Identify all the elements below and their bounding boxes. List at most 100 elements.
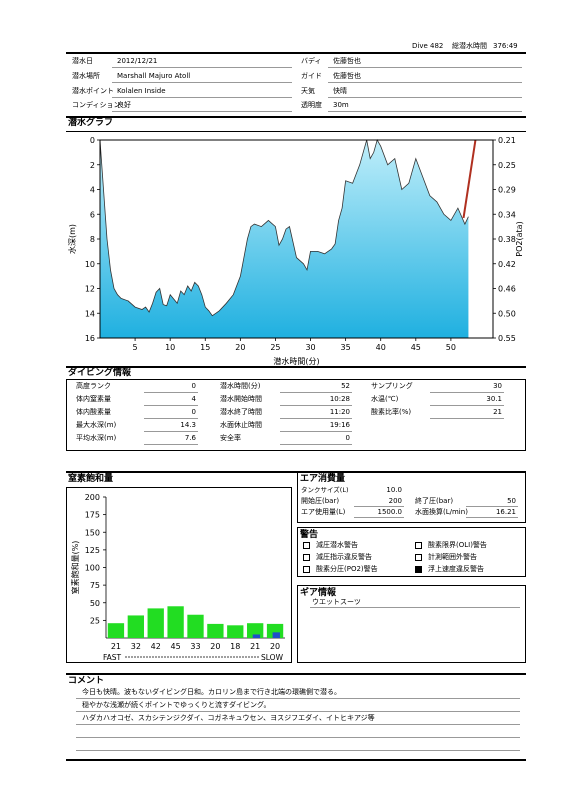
dive-info-label: 潜水開始時間 <box>220 395 262 403</box>
x-tick-label: 15 <box>200 343 210 352</box>
dive-info-value: 11:20 <box>329 408 350 416</box>
weather-value: 快晴 <box>333 87 347 95</box>
diving-info-title: ダイビング情報 <box>68 368 132 378</box>
dive-place-label: 潜水場所 <box>72 72 100 80</box>
bar-category-label: 20 <box>270 642 280 651</box>
x-tick-label: 20 <box>235 343 245 352</box>
po2-line <box>462 139 477 219</box>
guide-label: ガイド <box>301 72 322 80</box>
surface-conversion-label: 水面換算(L/min) <box>415 508 468 516</box>
start-pressure-label: 開始圧(bar) <box>301 497 340 505</box>
buddy-value: 佐藤哲也 <box>333 57 361 65</box>
dive-date-value: 2012/12/21 <box>117 57 158 65</box>
y2-tick-label: 0.38 <box>498 235 516 244</box>
y-tick-label: 0 <box>90 136 95 145</box>
warning-item: 計測範囲外警告 <box>415 553 477 562</box>
end-pressure-label: 終了圧(bar) <box>415 497 454 505</box>
start-pressure-value: 200 <box>388 497 402 505</box>
y-tick-label: 125 <box>85 546 100 555</box>
y-tick-label: 6 <box>90 210 95 219</box>
dive-info-label: 潜水時間(分) <box>220 382 261 390</box>
buddy-label: バディ <box>301 57 322 65</box>
divider <box>354 506 404 507</box>
air-title: エア消費量 <box>300 474 346 484</box>
divider <box>112 97 292 98</box>
dive-info-value: 14.3 <box>180 421 196 429</box>
section-rule <box>66 131 526 132</box>
warning-checkbox <box>303 541 310 549</box>
total-dive-time-label: 総潜水時間 <box>452 42 487 50</box>
nitrogen-bar <box>187 614 204 638</box>
dive-info-label: 潜水終了時間 <box>220 408 262 416</box>
y-tick-label: 175 <box>85 511 100 520</box>
bar-category-label: 33 <box>190 642 200 651</box>
bar-category-label: 20 <box>210 642 220 651</box>
warning-label: 酸素限界(OLI)警告 <box>428 541 487 549</box>
dive-info-value: 21 <box>493 408 502 416</box>
x-axis-label: 潜水時間(分) <box>273 356 319 366</box>
y-tick-label: 16 <box>85 334 95 343</box>
y2-tick-label: 0.46 <box>498 285 516 294</box>
y-tick-label: 100 <box>85 564 100 573</box>
nitrogen-bar <box>227 625 244 638</box>
y-axis-label: 窒素飽和量(%) <box>70 541 80 595</box>
x-tick-label: 30 <box>305 343 315 352</box>
warning-checkbox <box>415 553 422 561</box>
y2-tick-label: 0.25 <box>498 161 516 170</box>
air-used-value: 1500.0 <box>377 508 403 516</box>
nitrogen-chart: 25 50 75 100 125 150 175 200 21 32 42 45 33 20 18 21 20 F… <box>70 493 285 662</box>
nitrogen-bar <box>247 623 264 638</box>
y-tick-label: 150 <box>85 528 100 537</box>
dive-info-label: サンプリング <box>371 382 413 390</box>
bar-category-label: 21 <box>250 642 260 651</box>
warnings-box <box>297 527 526 577</box>
divider <box>280 392 352 393</box>
comment-line-1: 今日も快晴。波もないダイビング日和。カロリン島まで行き北端の環礁側で潜る。 <box>82 688 341 696</box>
divider <box>280 405 352 406</box>
divider <box>144 431 198 432</box>
y-tick-label: 8 <box>90 235 95 244</box>
divider <box>280 431 352 432</box>
warning-item: 減圧潜水警告 <box>303 541 358 550</box>
slow-label: SLOW <box>261 653 284 662</box>
divider <box>112 67 292 68</box>
divider <box>328 97 522 98</box>
nitrogen-bar <box>127 615 144 638</box>
divider <box>76 737 520 738</box>
x-tick-label: 50 <box>446 343 456 352</box>
air-used-label: エア使用量(L) <box>301 508 346 516</box>
comment-line-2: 穏やかな浅瀬が続くポイントでゆっくりと流すダイビング。 <box>82 701 271 709</box>
divider <box>144 444 198 445</box>
y-tick-label: 25 <box>90 616 100 625</box>
depth-area <box>100 140 469 338</box>
dive-info-value: 10:28 <box>329 395 350 403</box>
dive-graph-title: 潜水グラフ <box>68 118 114 128</box>
divider <box>430 418 504 419</box>
divider <box>354 517 404 518</box>
divider <box>280 418 352 419</box>
bar-category-label: 45 <box>171 642 181 651</box>
dive-info-label: 水面休止時間 <box>220 421 262 429</box>
divider <box>112 111 292 112</box>
bar-category-label: 21 <box>111 642 121 651</box>
dive-profile-chart: 0 2 4 6 8 10 12 14 16 0.21 0.25 0.29 0.34 0.38 0.42 0.4… <box>67 136 524 366</box>
divider <box>112 82 292 83</box>
section-rule <box>66 471 526 473</box>
dive-info-value: 19:16 <box>329 421 350 429</box>
tank-size-label: タンクサイズ(L) <box>301 486 349 494</box>
y2-tick-label: 0.55 <box>498 334 516 343</box>
divider <box>466 506 518 507</box>
guide-value: 佐藤哲也 <box>333 72 361 80</box>
warnings-title: 警告 <box>300 530 319 540</box>
dive-date-label: 潜水日 <box>72 57 93 65</box>
dive-point-label: 潜水ポイント <box>72 87 114 95</box>
weather-label: 天気 <box>301 87 315 95</box>
dive-info-value: 4 <box>191 395 196 403</box>
dive-info-label: 高度ランク <box>76 382 111 390</box>
y2-tick-label: 0.34 <box>498 210 516 219</box>
dive-info-label: 水温(℃) <box>371 395 399 403</box>
depth-line <box>99 138 469 317</box>
gear-title: ギア情報 <box>300 588 337 598</box>
bar-category-label: 32 <box>131 642 141 651</box>
y-tick-label: 4 <box>90 186 95 195</box>
